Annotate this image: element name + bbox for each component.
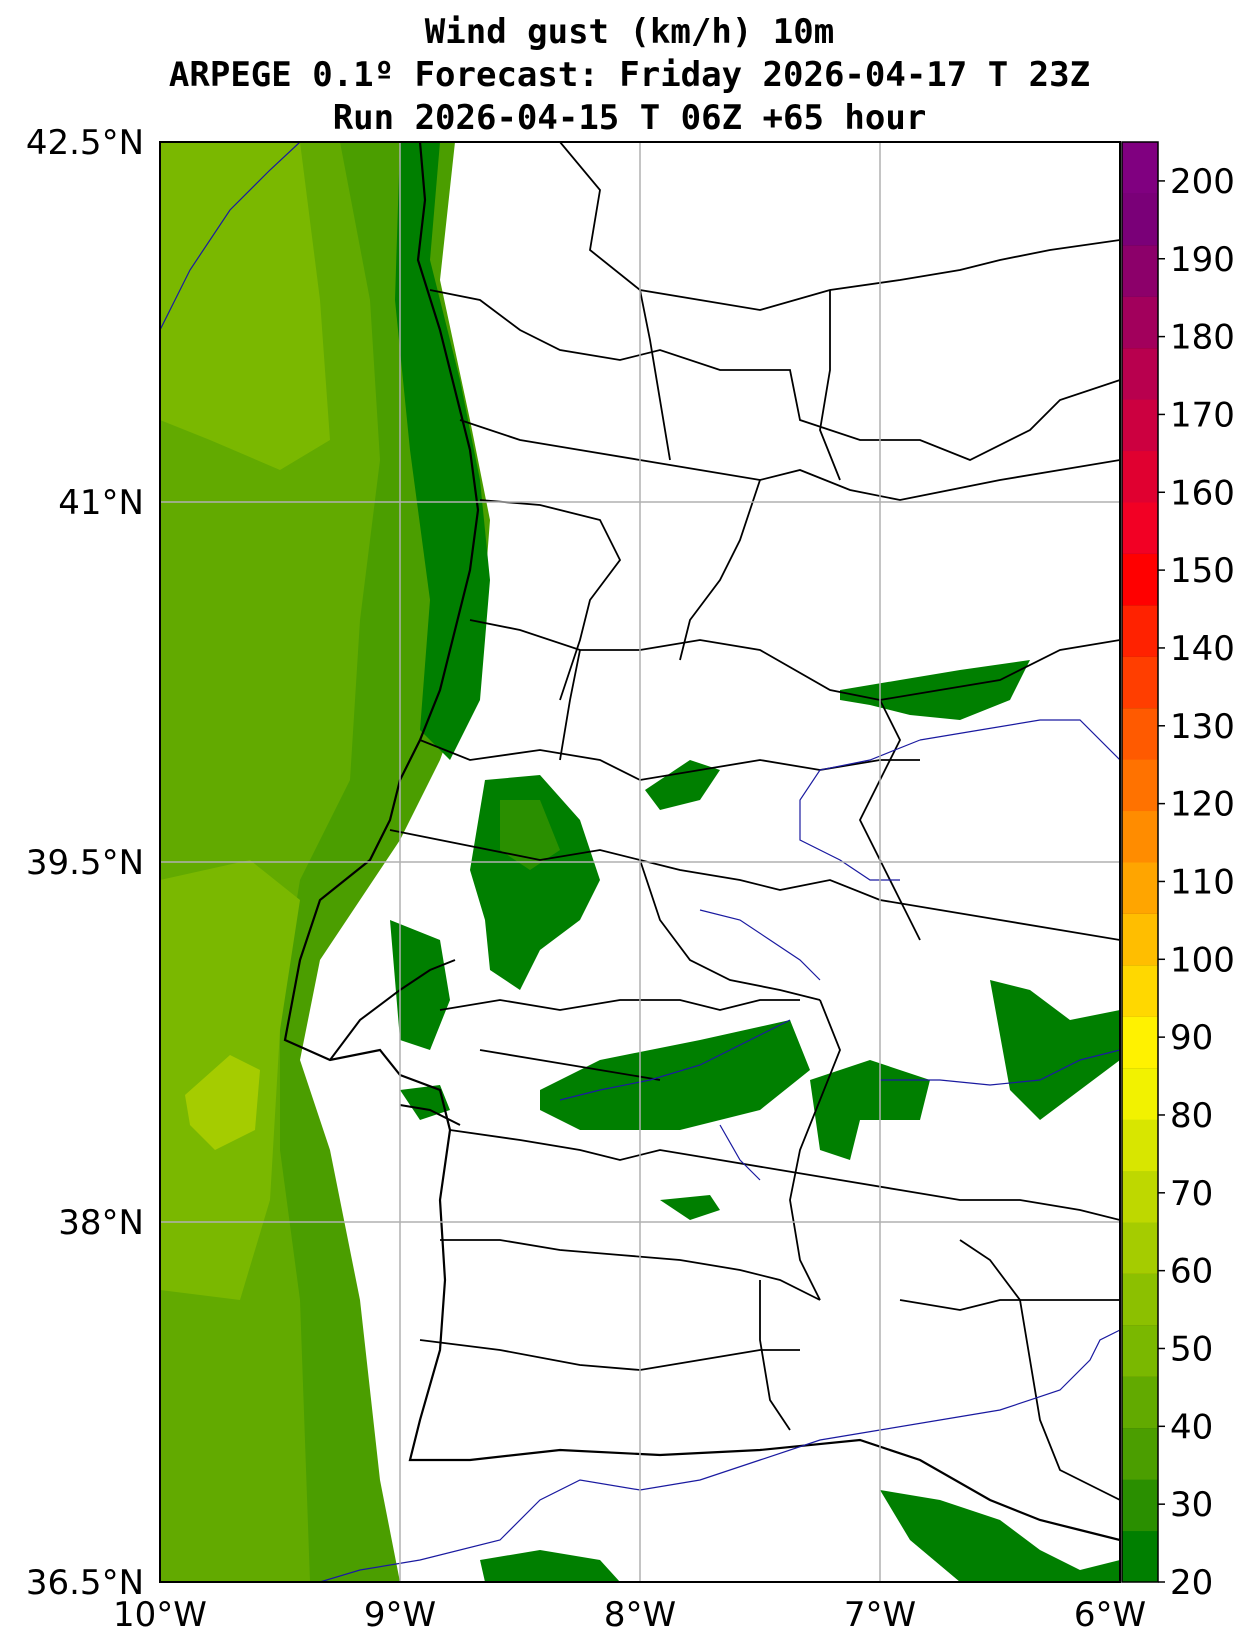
inland-gust-patch-11 [400, 1085, 450, 1120]
colorbar-segment [1122, 810, 1158, 863]
inland-gust-patch-4 [500, 800, 560, 870]
colorbar-segment [1122, 296, 1158, 349]
gridlines [160, 142, 1120, 1582]
inland-gust-patch-6 [810, 1060, 930, 1160]
colorbar-label: 140 [1170, 629, 1235, 669]
inland-gust-patch-9 [880, 1490, 1120, 1582]
colorbar-label: 70 [1170, 1174, 1213, 1214]
title-line-2: ARPEGE 0.1º Forecast: Friday 2026-04-17 … [168, 55, 1091, 95]
lon-label-7w: 7°W [844, 1595, 916, 1635]
colorbar-segment [1122, 347, 1158, 400]
sea-gust-band-outer [160, 142, 330, 470]
colorbar-segment [1122, 707, 1158, 760]
longitude-labels: 10°W 9°W 8°W 7°W 6°W [113, 1595, 1146, 1635]
colorbar-segment [1122, 1170, 1158, 1223]
colorbar-segment [1122, 553, 1158, 606]
colorbar-label: 100 [1170, 940, 1235, 980]
colorbar-segment [1122, 1119, 1158, 1172]
colorbar-segment [1122, 1016, 1158, 1069]
colorbar-label: 90 [1170, 1018, 1213, 1058]
colorbar-segment [1122, 1273, 1158, 1326]
colorbar-frame [1121, 141, 1159, 1583]
colorbar-label: 50 [1170, 1329, 1213, 1369]
colorbar-segment [1122, 502, 1158, 554]
colorbar-segment [1122, 862, 1158, 914]
lon-label-10w: 10°W [113, 1595, 207, 1635]
inland-gust-patch-10 [480, 1550, 620, 1582]
coastal-gust-strip [395, 142, 490, 760]
colorbar-segment [1122, 1427, 1158, 1480]
colorbar-segment [1122, 193, 1158, 246]
colorbar-label: 190 [1170, 240, 1235, 280]
colorbar-segment [1122, 964, 1158, 1017]
river-estuary-sado [399, 1104, 461, 1126]
colorbar-segment [1122, 1324, 1158, 1377]
latitude-labels: 42.5°N 41°N 39.5°N 38°N 36.5°N [26, 123, 144, 1603]
colorbar-label: 150 [1170, 551, 1235, 591]
colorbar-segment [1122, 399, 1158, 452]
inland-gust-patch-5 [540, 1020, 810, 1130]
colorbar-segment [1122, 450, 1158, 503]
lat-label-41: 41°N [58, 483, 144, 523]
colorbar-label: 160 [1170, 473, 1235, 513]
lon-label-8w: 8°W [604, 1595, 676, 1635]
colorbar: 20 30 40 50 60 70 80 90 100 110 120 130 140 150 160 170… [1121, 141, 1235, 1603]
colorbar-label: 200 [1170, 162, 1235, 202]
colorbar-label: 30 [1170, 1485, 1213, 1525]
colorbar-label: 170 [1170, 395, 1235, 435]
colorbar-segment [1122, 142, 1158, 194]
lat-label-42-5: 42.5°N [26, 123, 144, 163]
colorbar-label: 120 [1170, 785, 1235, 825]
colorbar-segment [1122, 604, 1158, 657]
rivers [160, 142, 1120, 1582]
colorbar-segment [1122, 1479, 1158, 1532]
district-borders [389, 142, 1120, 1501]
lat-label-38: 38°N [58, 1203, 144, 1243]
colorbar-segment [1122, 913, 1158, 966]
coastline [283, 142, 1120, 1542]
colorbar-segment [1122, 1222, 1158, 1274]
inland-gust-patch-8 [660, 1195, 720, 1220]
colorbar-label: 20 [1170, 1563, 1213, 1603]
colorbar-segment [1122, 1376, 1158, 1429]
colorbar-segment [1122, 656, 1158, 709]
inland-gust-patch-12 [390, 920, 450, 1050]
sea-gust-max [185, 1055, 260, 1150]
map-frame [159, 141, 1121, 1583]
title-line-3: Run 2026-04-15 T 06Z +65 hour [332, 98, 927, 138]
colorbar-label: 60 [1170, 1252, 1213, 1292]
colorbar-label: 80 [1170, 1096, 1213, 1136]
colorbar-segment [1122, 1067, 1158, 1120]
title-line-1: Wind gust (km/h) 10m [424, 12, 835, 52]
colorbar-label: 40 [1170, 1407, 1213, 1447]
colorbar-label: 180 [1170, 318, 1235, 358]
lat-label-36-5: 36.5°N [26, 1563, 144, 1603]
inland-gust-patch-7 [990, 980, 1120, 1120]
colorbar-segment [1122, 1530, 1158, 1583]
colorbar-label: 110 [1170, 862, 1235, 902]
lon-label-9w: 9°W [364, 1595, 436, 1635]
inland-gust-patch-2 [645, 760, 720, 810]
colorbar-segment [1122, 759, 1158, 812]
lon-label-6w: 6°W [1074, 1595, 1146, 1635]
colorbar-segment [1122, 244, 1158, 297]
colorbar-label: 130 [1170, 707, 1235, 747]
lat-label-39-5: 39.5°N [26, 843, 144, 883]
map-area [160, 142, 1120, 1582]
